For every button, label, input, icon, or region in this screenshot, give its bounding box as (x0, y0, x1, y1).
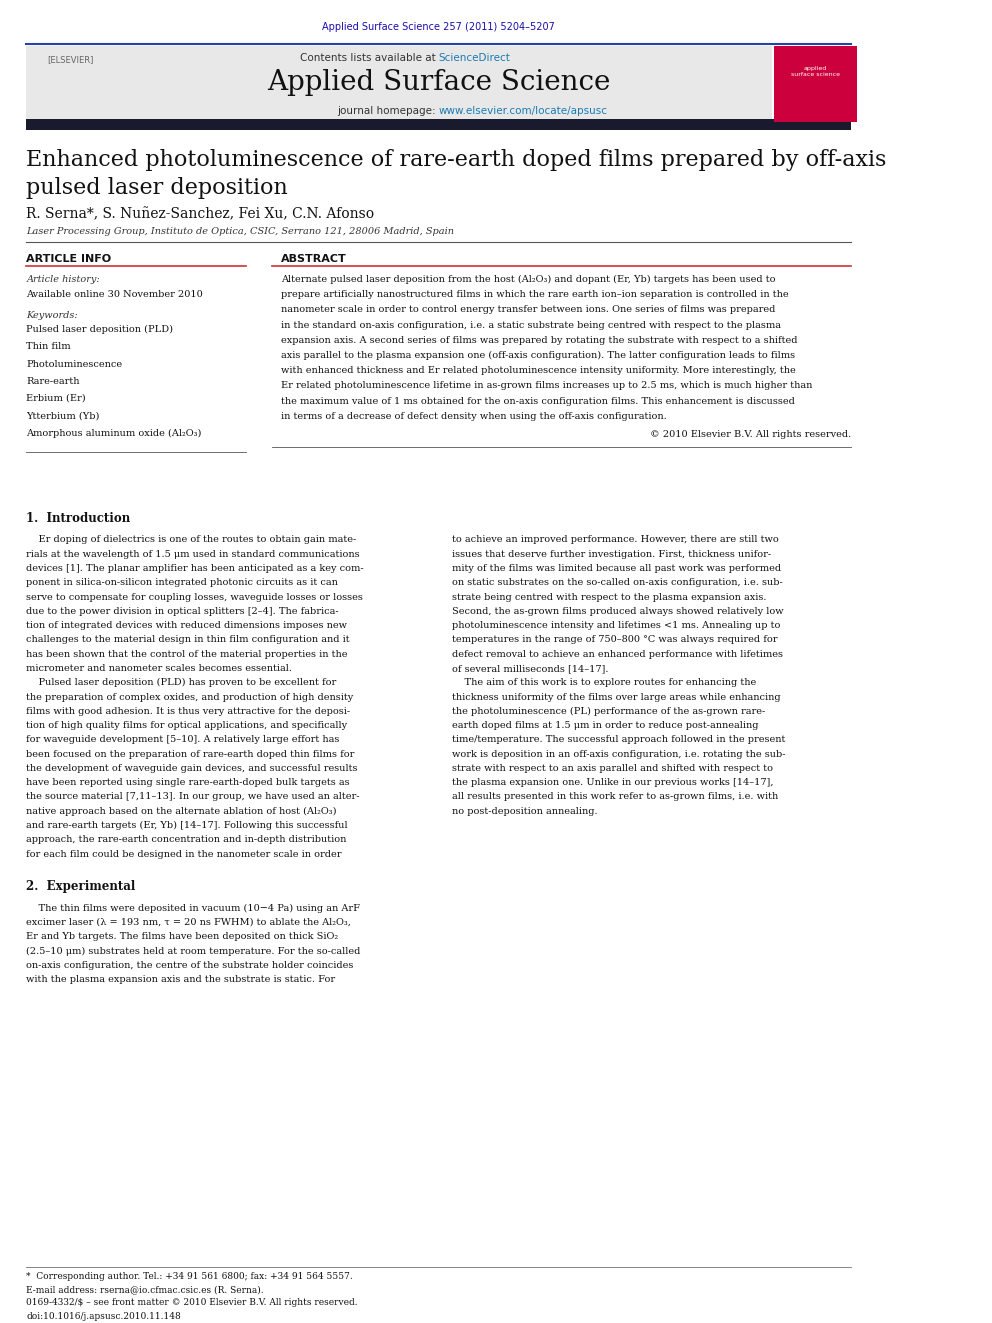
Text: no post-deposition annealing.: no post-deposition annealing. (451, 807, 597, 816)
Text: films with good adhesion. It is thus very attractive for the deposi-: films with good adhesion. It is thus ver… (27, 706, 350, 716)
Text: on-axis configuration, the centre of the substrate holder coincides: on-axis configuration, the centre of the… (27, 960, 354, 970)
Text: in the standard on-axis configuration, i.e. a static substrate being centred wit: in the standard on-axis configuration, i… (281, 320, 781, 329)
Text: *  Corresponding author. Tel.: +34 91 561 6800; fax: +34 91 564 5557.: * Corresponding author. Tel.: +34 91 561… (27, 1271, 353, 1281)
Text: axis parallel to the plasma expansion one (off-axis configuration). The latter c: axis parallel to the plasma expansion on… (281, 351, 795, 360)
Text: tion of high quality films for optical applications, and specifically: tion of high quality films for optical a… (27, 721, 347, 730)
Text: micrometer and nanometer scales becomes essential.: micrometer and nanometer scales becomes … (27, 664, 293, 673)
Text: ARTICLE INFO: ARTICLE INFO (27, 254, 111, 263)
Text: the plasma expansion one. Unlike in our previous works [14–17],: the plasma expansion one. Unlike in our … (451, 778, 774, 787)
Text: 1.  Introduction: 1. Introduction (27, 512, 131, 525)
FancyBboxPatch shape (27, 46, 141, 122)
Text: been focused on the preparation of rare-earth doped thin films for: been focused on the preparation of rare-… (27, 750, 355, 758)
Text: strate with respect to an axis parallel and shifted with respect to: strate with respect to an axis parallel … (451, 763, 773, 773)
Text: ScienceDirect: ScienceDirect (438, 53, 511, 64)
Text: for each film could be designed in the nanometer scale in order: for each film could be designed in the n… (27, 849, 342, 859)
FancyBboxPatch shape (141, 46, 772, 122)
Text: to achieve an improved performance. However, there are still two: to achieve an improved performance. Howe… (451, 536, 779, 545)
Text: thickness uniformity of the films over large areas while enhancing: thickness uniformity of the films over l… (451, 692, 781, 701)
Text: approach, the rare-earth concentration and in-depth distribution: approach, the rare-earth concentration a… (27, 835, 346, 844)
Text: Thin film: Thin film (27, 343, 71, 352)
Text: defect removal to achieve an enhanced performance with lifetimes: defect removal to achieve an enhanced pe… (451, 650, 783, 659)
Text: www.elsevier.com/locate/apsusc: www.elsevier.com/locate/apsusc (438, 106, 608, 116)
Text: 2.  Experimental: 2. Experimental (27, 880, 136, 893)
Text: The aim of this work is to explore routes for enhancing the: The aim of this work is to explore route… (451, 679, 756, 687)
Text: applied
surface science: applied surface science (791, 66, 839, 77)
Text: due to the power division in optical splitters [2–4]. The fabrica-: due to the power division in optical spl… (27, 607, 339, 617)
Text: ABSTRACT: ABSTRACT (281, 254, 346, 263)
Text: ponent in silica-on-silicon integrated photonic circuits as it can: ponent in silica-on-silicon integrated p… (27, 578, 338, 587)
Text: on static substrates on the so-called on-axis configuration, i.e. sub-: on static substrates on the so-called on… (451, 578, 783, 587)
Text: Pulsed laser deposition (PLD) has proven to be excellent for: Pulsed laser deposition (PLD) has proven… (27, 679, 336, 688)
Text: Contents lists available at: Contents lists available at (300, 53, 438, 64)
Text: the preparation of complex oxides, and production of high density: the preparation of complex oxides, and p… (27, 692, 353, 701)
Text: Er doping of dielectrics is one of the routes to obtain gain mate-: Er doping of dielectrics is one of the r… (27, 536, 356, 545)
Text: devices [1]. The planar amplifier has been anticipated as a key com-: devices [1]. The planar amplifier has be… (27, 564, 364, 573)
Text: temperatures in the range of 750–800 °C was always required for: temperatures in the range of 750–800 °C … (451, 635, 778, 644)
Text: Available online 30 November 2010: Available online 30 November 2010 (27, 290, 203, 299)
Text: Keywords:: Keywords: (27, 311, 78, 320)
Text: 0169-4332/$ – see front matter © 2010 Elsevier B.V. All rights reserved.: 0169-4332/$ – see front matter © 2010 El… (27, 1298, 358, 1307)
Text: Applied Surface Science: Applied Surface Science (267, 69, 610, 95)
FancyBboxPatch shape (774, 46, 857, 122)
Text: Ytterbium (Yb): Ytterbium (Yb) (27, 411, 99, 421)
Text: nanometer scale in order to control energy transfer between ions. One series of : nanometer scale in order to control ener… (281, 306, 775, 315)
Text: expansion axis. A second series of films was prepared by rotating the substrate : expansion axis. A second series of films… (281, 336, 798, 345)
Text: strate being centred with respect to the plasma expansion axis.: strate being centred with respect to the… (451, 593, 767, 602)
Text: and rare-earth targets (Er, Yb) [14–17]. Following this successful: and rare-earth targets (Er, Yb) [14–17].… (27, 822, 348, 830)
Text: Enhanced photoluminescence of rare-earth doped films prepared by off-axis
pulsed: Enhanced photoluminescence of rare-earth… (27, 149, 887, 198)
Text: Laser Processing Group, Instituto de Optica, CSIC, Serrano 121, 28006 Madrid, Sp: Laser Processing Group, Instituto de Opt… (27, 228, 454, 237)
Text: (2.5–10 μm) substrates held at room temperature. For the so-called: (2.5–10 μm) substrates held at room temp… (27, 946, 361, 955)
Text: Alternate pulsed laser deposition from the host (Al₂O₃) and dopant (Er, Yb) targ: Alternate pulsed laser deposition from t… (281, 275, 776, 284)
Text: issues that deserve further investigation. First, thickness unifor-: issues that deserve further investigatio… (451, 550, 771, 558)
Text: Er related photoluminescence lifetime in as-grown films increases up to 2.5 ms, : Er related photoluminescence lifetime in… (281, 381, 812, 390)
Text: Pulsed laser deposition (PLD): Pulsed laser deposition (PLD) (27, 325, 174, 335)
Text: of several milliseconds [14–17].: of several milliseconds [14–17]. (451, 664, 608, 673)
Text: with the plasma expansion axis and the substrate is static. For: with the plasma expansion axis and the s… (27, 975, 335, 984)
Text: Second, the as-grown films produced always showed relatively low: Second, the as-grown films produced alwa… (451, 607, 784, 617)
Text: The thin films were deposited in vacuum (10−4 Pa) using an ArF: The thin films were deposited in vacuum … (27, 904, 360, 913)
Text: time/temperature. The successful approach followed in the present: time/temperature. The successful approac… (451, 736, 786, 745)
Text: with enhanced thickness and Er related photoluminescence intensity uniformity. M: with enhanced thickness and Er related p… (281, 366, 796, 376)
Text: prepare artificially nanostructured films in which the rare earth ion–ion separa: prepare artificially nanostructured film… (281, 290, 789, 299)
Text: the maximum value of 1 ms obtained for the on-axis configuration films. This enh: the maximum value of 1 ms obtained for t… (281, 397, 795, 406)
Text: for waveguide development [5–10]. A relatively large effort has: for waveguide development [5–10]. A rela… (27, 736, 339, 745)
Text: challenges to the material design in thin film configuration and it: challenges to the material design in thi… (27, 635, 350, 644)
Text: Applied Surface Science 257 (2011) 5204–5207: Applied Surface Science 257 (2011) 5204–… (322, 22, 556, 33)
Text: all results presented in this work refer to as-grown films, i.e. with: all results presented in this work refer… (451, 792, 778, 802)
Text: the development of waveguide gain devices, and successful results: the development of waveguide gain device… (27, 763, 358, 773)
Text: © 2010 Elsevier B.V. All rights reserved.: © 2010 Elsevier B.V. All rights reserved… (650, 430, 851, 439)
Text: doi:10.1016/j.apsusc.2010.11.148: doi:10.1016/j.apsusc.2010.11.148 (27, 1311, 182, 1320)
Text: [ELSEVIER]: [ELSEVIER] (47, 56, 93, 64)
Text: serve to compensate for coupling losses, waveguide losses or losses: serve to compensate for coupling losses,… (27, 593, 363, 602)
FancyBboxPatch shape (27, 119, 851, 130)
Text: have been reported using single rare-earth-doped bulk targets as: have been reported using single rare-ear… (27, 778, 350, 787)
Text: Rare-earth: Rare-earth (27, 377, 79, 386)
Text: Erbium (Er): Erbium (Er) (27, 394, 86, 404)
Text: the photoluminescence (PL) performance of the as-grown rare-: the photoluminescence (PL) performance o… (451, 706, 765, 716)
Text: work is deposition in an off-axis configuration, i.e. rotating the sub-: work is deposition in an off-axis config… (451, 750, 786, 758)
Text: excimer laser (λ = 193 nm, τ = 20 ns FWHM) to ablate the Al₂O₃,: excimer laser (λ = 193 nm, τ = 20 ns FWH… (27, 918, 351, 927)
Text: in terms of a decrease of defect density when using the off-axis configuration.: in terms of a decrease of defect density… (281, 411, 667, 421)
Text: journal homepage:: journal homepage: (337, 106, 438, 116)
Text: earth doped films at 1.5 μm in order to reduce post-annealing: earth doped films at 1.5 μm in order to … (451, 721, 758, 730)
Text: tion of integrated devices with reduced dimensions imposes new: tion of integrated devices with reduced … (27, 620, 347, 630)
Text: Er and Yb targets. The films have been deposited on thick SiO₂: Er and Yb targets. The films have been d… (27, 933, 338, 941)
Text: mity of the films was limited because all past work was performed: mity of the films was limited because al… (451, 564, 781, 573)
Text: Photoluminescence: Photoluminescence (27, 360, 122, 369)
Text: Amorphous aluminum oxide (Al₂O₃): Amorphous aluminum oxide (Al₂O₃) (27, 429, 201, 438)
Text: E-mail address: rserna@io.cfmac.csic.es (R. Serna).: E-mail address: rserna@io.cfmac.csic.es … (27, 1285, 264, 1294)
Text: photoluminescence intensity and lifetimes <1 ms. Annealing up to: photoluminescence intensity and lifetime… (451, 620, 781, 630)
Text: has been shown that the control of the material properties in the: has been shown that the control of the m… (27, 650, 348, 659)
Text: the source material [7,11–13]. In our group, we have used an alter-: the source material [7,11–13]. In our gr… (27, 792, 360, 802)
Text: Article history:: Article history: (27, 275, 100, 284)
Text: rials at the wavelength of 1.5 μm used in standard communications: rials at the wavelength of 1.5 μm used i… (27, 550, 360, 558)
Text: R. Serna*, S. Nuñez-Sanchez, Fei Xu, C.N. Afonso: R. Serna*, S. Nuñez-Sanchez, Fei Xu, C.N… (27, 208, 374, 221)
Text: native approach based on the alternate ablation of host (Al₂O₃): native approach based on the alternate a… (27, 807, 337, 816)
